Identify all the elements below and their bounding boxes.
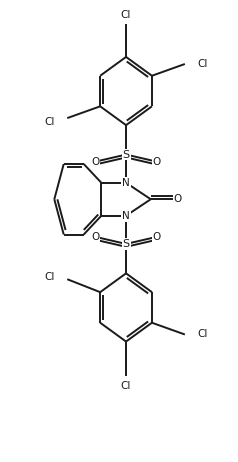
Text: Cl: Cl [121,10,131,19]
Text: N: N [122,178,130,188]
Text: O: O [91,157,99,167]
Text: Cl: Cl [198,329,208,340]
Text: O: O [174,194,182,204]
Text: Cl: Cl [198,59,208,69]
Text: Cl: Cl [121,381,131,391]
Text: O: O [153,157,161,167]
Text: S: S [123,150,130,159]
Text: Cl: Cl [44,272,54,282]
Text: O: O [153,232,161,242]
Text: S: S [123,239,130,249]
Text: N: N [122,211,130,221]
Text: Cl: Cl [44,116,54,127]
Text: O: O [91,232,99,242]
